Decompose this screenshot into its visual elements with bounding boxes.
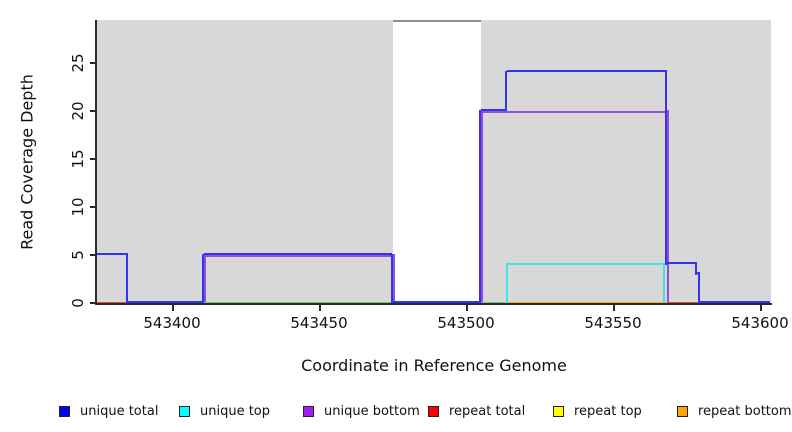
series-unique-bottom-line <box>667 109 670 304</box>
y-axis-tick <box>90 302 96 304</box>
y-tick-label: 20 <box>69 100 87 121</box>
legend-item-repeat-total: repeat total <box>428 402 525 420</box>
x-axis-tick <box>465 305 468 311</box>
y-tick-label: 0 <box>69 297 87 308</box>
y-axis-line <box>95 20 97 305</box>
series-unique-total-line <box>392 300 481 303</box>
legend-item-repeat-bottom: repeat bottom <box>677 402 792 420</box>
series-repeat-total-right-line <box>667 301 700 304</box>
series-unique-total-line <box>127 300 205 303</box>
legend-item-unique-bottom: unique bottom <box>303 402 420 420</box>
series-top-strands-overlap-left-line <box>204 301 393 304</box>
series-unique-total-line <box>505 71 508 112</box>
legend-label: repeat top <box>574 403 642 419</box>
series-unique-total-line <box>97 252 128 255</box>
x-axis-tick <box>171 305 174 311</box>
y-axis-tick <box>90 206 96 208</box>
legend-swatch-icon <box>677 405 688 417</box>
y-axis-tick <box>90 254 96 256</box>
legend-label: unique bottom <box>324 403 420 419</box>
y-axis-title: Read Coverage Depth <box>17 74 37 250</box>
y-tick-label: 15 <box>69 148 87 169</box>
legend-item-repeat-top: repeat top <box>553 402 642 420</box>
series-unique-bottom-line <box>480 109 483 304</box>
series-unique-bottom-line <box>480 110 668 113</box>
series-unique-total-line <box>478 109 481 304</box>
series-unique-top-line <box>506 263 509 304</box>
x-tick-label: 543500 <box>437 314 495 332</box>
series-repeat-bottom-line <box>507 301 668 304</box>
series-top-strands-overlap-right-line <box>480 301 508 304</box>
series-unique-total-line <box>697 272 700 304</box>
legend-item-unique-total: unique total <box>59 402 158 420</box>
masked-region-band <box>392 20 481 303</box>
legend-item-unique-top: unique top <box>179 402 270 420</box>
legend-swatch-icon <box>553 405 564 417</box>
x-axis-tick <box>318 305 321 311</box>
series-unique-total-line <box>202 253 205 304</box>
y-axis-tick <box>90 62 96 64</box>
y-tick-label: 25 <box>69 52 87 73</box>
x-axis-title: Coordinate in Reference Genome <box>301 356 567 375</box>
series-unique-total-line <box>125 253 128 304</box>
series-unique-total-line <box>507 70 668 73</box>
legend-label: repeat total <box>449 403 526 419</box>
series-repeat-total-left-line <box>97 301 128 304</box>
series-unique-bottom-line <box>204 254 393 257</box>
legend-label: repeat bottom <box>698 403 792 419</box>
x-tick-label: 543450 <box>290 314 348 332</box>
series-unique-top-line <box>663 263 666 304</box>
series-unique-total-line <box>204 252 393 255</box>
legend-label: unique top <box>200 403 271 419</box>
legend-swatch-icon <box>179 405 190 417</box>
series-unique-bottom-line <box>204 253 207 304</box>
legend-swatch-icon <box>428 405 439 417</box>
series-unique-total-line <box>699 300 771 303</box>
x-tick-label: 543600 <box>731 314 789 332</box>
x-axis-tick <box>759 305 762 311</box>
legend-label: unique total <box>80 403 159 419</box>
series-unique-bottom-line <box>392 253 395 304</box>
y-axis-tick <box>90 110 96 112</box>
legend-swatch-icon <box>59 405 70 417</box>
legend: unique total unique top unique bottom repea… <box>0 399 792 419</box>
series-unique-total-line <box>480 108 508 111</box>
x-axis-line <box>96 303 772 305</box>
x-tick-label: 543550 <box>584 314 642 332</box>
series-unique-top-line <box>507 263 665 266</box>
y-tick-label: 5 <box>69 249 87 260</box>
series-unique-total-line <box>665 71 668 266</box>
x-tick-label: 543400 <box>143 314 201 332</box>
legend-swatch-icon <box>303 405 314 417</box>
series-unique-total-line <box>667 262 697 265</box>
series-unique-total-line <box>694 263 697 275</box>
y-axis-tick <box>90 158 96 160</box>
series-unique-total-line <box>390 253 393 304</box>
x-axis-tick <box>612 305 615 311</box>
y-tick-label: 10 <box>69 196 87 217</box>
